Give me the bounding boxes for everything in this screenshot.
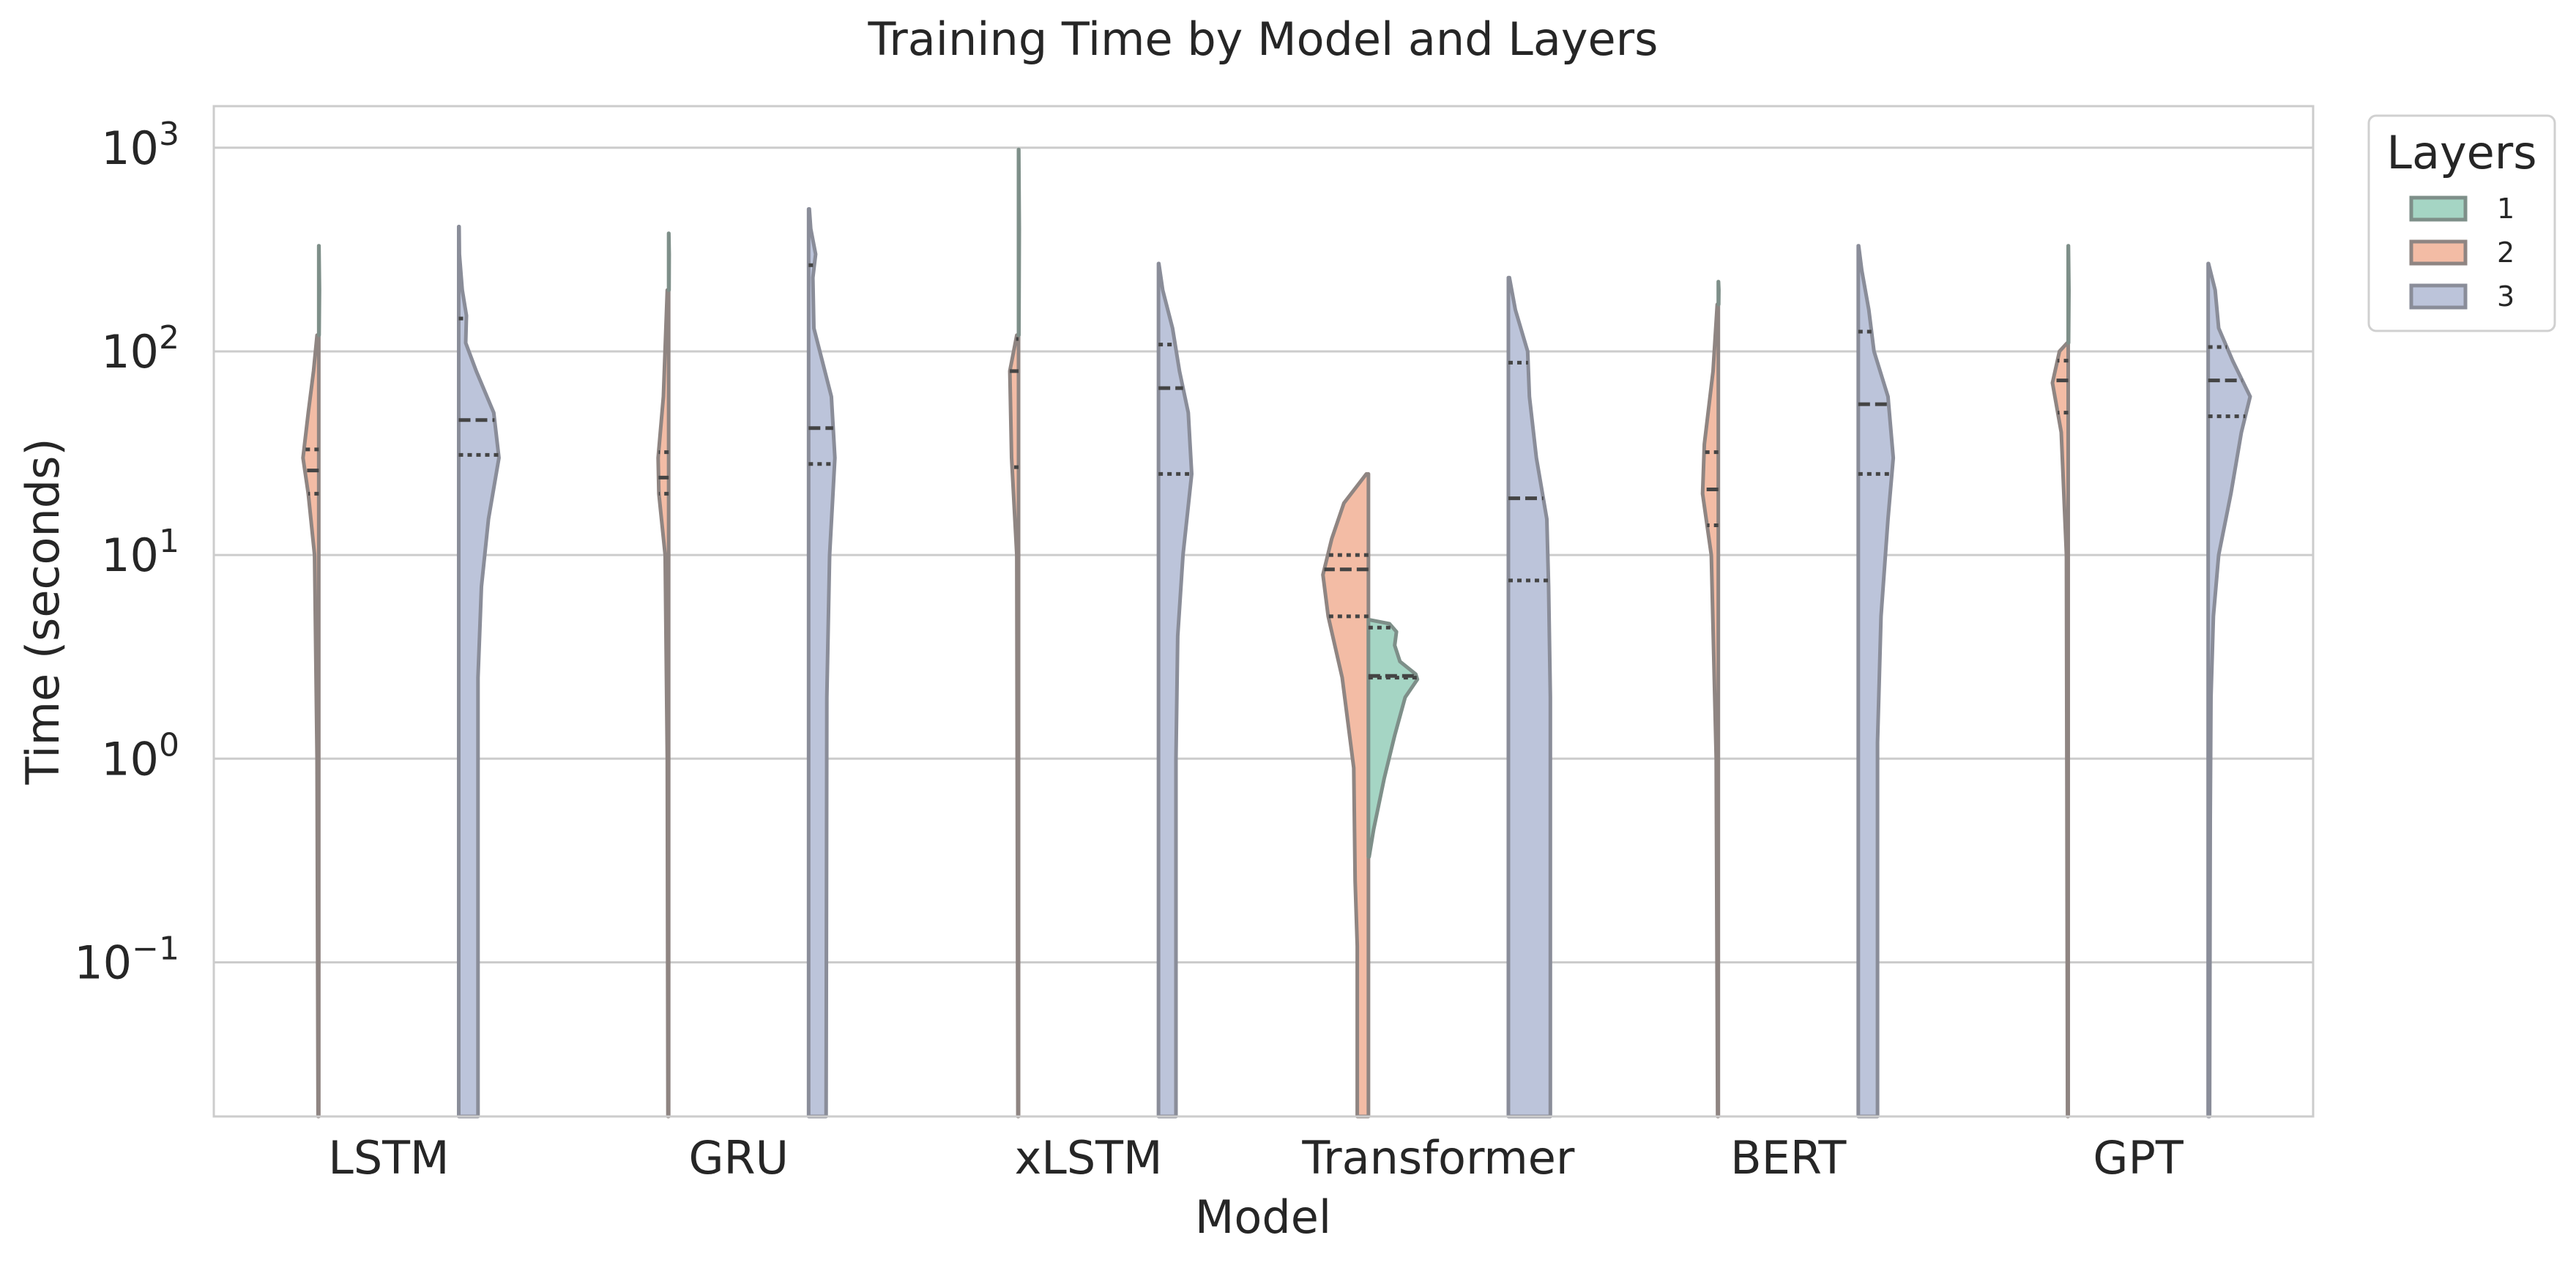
violin-transformer-layers-2 — [1321, 471, 1371, 1119]
x-axis-label: Model — [1195, 1190, 1331, 1244]
y-tick-label: 100 — [101, 726, 179, 786]
x-tick-labels: LSTM GRU xLSTM Transformer BERT GPT — [328, 1131, 2184, 1185]
y-tick-exponent: 3 — [159, 116, 179, 153]
y-tick-label: 103 — [101, 116, 179, 175]
y-tick-base: 10 — [74, 936, 132, 989]
violin-lstm-layers-3 — [456, 225, 501, 1119]
x-tick-label: LSTM — [328, 1131, 449, 1185]
legend-label-1: 1 — [2497, 193, 2514, 225]
legend-label-3: 3 — [2497, 280, 2514, 313]
grid-lines — [214, 146, 2313, 963]
y-tick-base: 10 — [101, 732, 159, 786]
y-tick-exponent: −1 — [132, 930, 179, 967]
y-tick-label: 10−1 — [74, 930, 179, 989]
y-tick-base: 10 — [101, 325, 159, 378]
legend-frame — [2367, 114, 2556, 332]
violins — [301, 147, 2252, 1119]
y-tick-exponent: 1 — [159, 523, 179, 560]
y-tick-exponent: 2 — [159, 319, 179, 357]
legend-swatch-3 — [2409, 283, 2468, 310]
x-tick-label: xLSTM — [1015, 1131, 1163, 1185]
violin-gpt-layers-3 — [2206, 261, 2252, 1119]
plot-frame — [212, 105, 2315, 1118]
y-tick-base: 10 — [101, 529, 159, 582]
y-tick-exponent: 0 — [159, 726, 179, 764]
y-tick-base: 10 — [101, 122, 159, 175]
x-tick-label: BERT — [1730, 1131, 1847, 1185]
violin-xlstm-layers-3 — [1156, 261, 1194, 1119]
legend: Layers 1 2 3 — [2367, 114, 2556, 332]
violin-transformer-layers-3 — [1506, 275, 1552, 1119]
legend-label-2: 2 — [2497, 236, 2514, 269]
violin-bert-layers-3 — [1856, 244, 1896, 1119]
y-tick-label: 101 — [101, 523, 179, 582]
x-tick-label: Transformer — [1301, 1131, 1575, 1185]
legend-swatch-1 — [2409, 195, 2468, 222]
legend-title: Layers — [2386, 126, 2536, 179]
x-tick-label: GRU — [688, 1131, 789, 1185]
y-axis-label: Time (seconds) — [16, 438, 70, 785]
plot-background — [214, 106, 2313, 1116]
chart-title: Training Time by Model and Layers — [868, 12, 1659, 66]
legend-swatch-2 — [2409, 239, 2468, 266]
x-tick-label: GPT — [2093, 1131, 2184, 1185]
y-tick-label: 102 — [101, 319, 179, 378]
violin-gru-layers-3 — [806, 207, 837, 1119]
